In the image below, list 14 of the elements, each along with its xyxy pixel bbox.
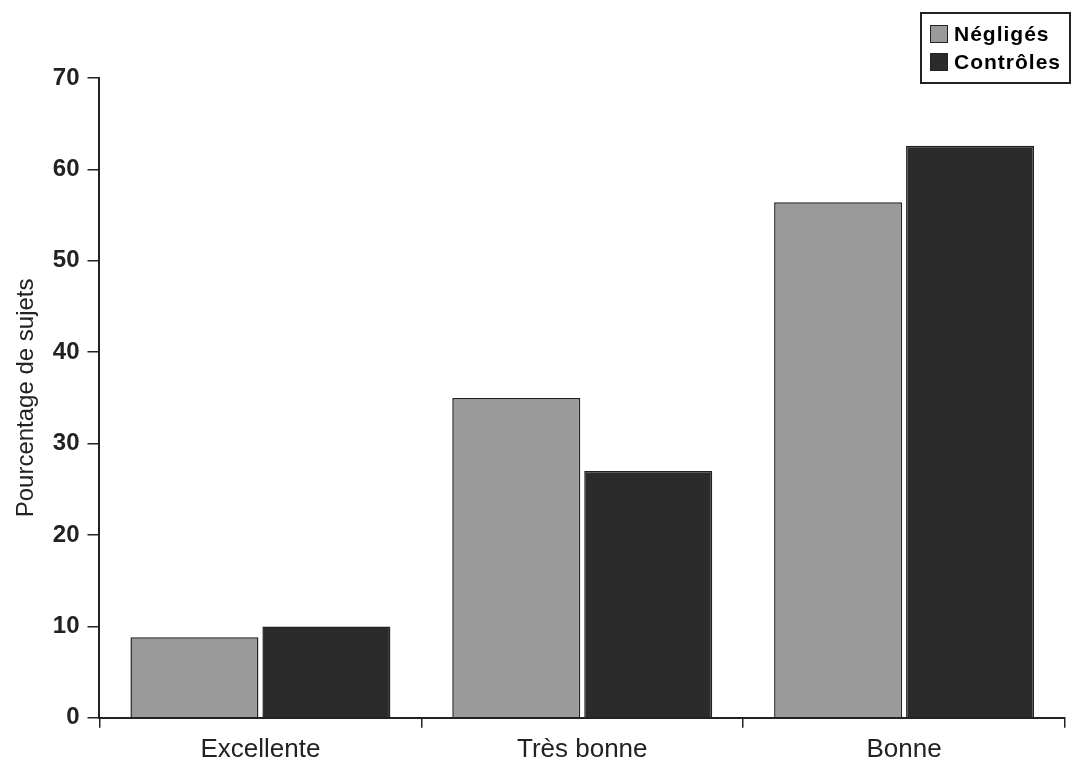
y-tick-label: 10 (52, 611, 80, 639)
y-tick-label: 60 (52, 154, 80, 182)
legend-label: Contrôles (953, 50, 1061, 74)
y-tick-label: 40 (52, 336, 80, 364)
y-tick-label: 0 (66, 702, 80, 730)
legend-label: Négligés (953, 22, 1050, 46)
x-tick-label: Très bonne (516, 732, 648, 763)
y-axis-title: Pourcentage de sujets (11, 278, 39, 518)
x-tick-label: Bonne (866, 732, 942, 763)
x-tick-label: Excellente (200, 732, 321, 763)
y-tick-label: 20 (52, 519, 80, 547)
y-tick-label: 70 (52, 62, 80, 90)
y-tick-label: 50 (52, 245, 80, 273)
y-tick-label: 30 (52, 428, 80, 456)
